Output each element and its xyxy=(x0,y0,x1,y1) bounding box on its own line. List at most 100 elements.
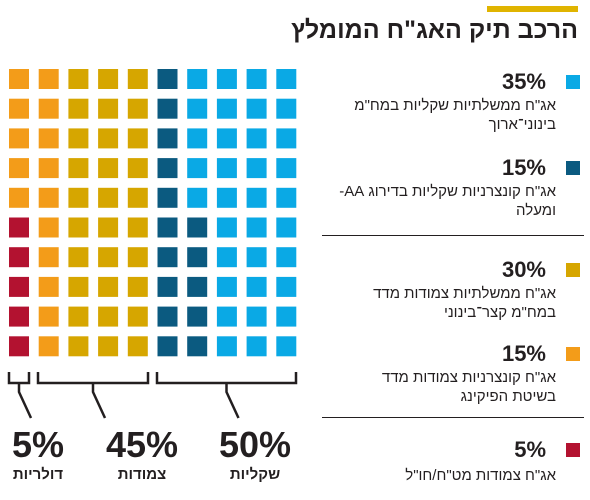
legend-percent: 15% xyxy=(501,155,546,180)
group-bracket xyxy=(7,372,33,419)
waffle-square xyxy=(127,98,148,119)
waffle-square xyxy=(187,217,208,238)
waffle-square xyxy=(276,306,297,327)
waffle-square xyxy=(216,306,237,327)
waffle-square xyxy=(9,98,29,119)
group-label-nominal: שקליות xyxy=(229,466,281,483)
waffle-square xyxy=(127,336,148,357)
waffle-square xyxy=(127,276,148,297)
waffle-square xyxy=(38,247,59,268)
waffle-square xyxy=(68,217,89,238)
waffle-square xyxy=(157,128,178,149)
waffle-square xyxy=(187,128,208,149)
page-title: הרכב תיק האג"ח המומלץ xyxy=(291,16,578,44)
legend-swatch xyxy=(566,75,580,89)
waffle-square xyxy=(216,217,237,238)
waffle-square xyxy=(98,69,119,89)
legend-percent: 35% xyxy=(501,69,546,94)
waffle-square xyxy=(127,187,148,208)
legend-text: אג"ח קונצרניות שקליות בדירוג AA- ומעלה xyxy=(339,183,556,219)
waffle-square xyxy=(157,187,178,208)
waffle-square xyxy=(276,217,297,238)
legend-percent: 30% xyxy=(501,257,546,282)
waffle-square xyxy=(246,217,267,238)
waffle-square xyxy=(9,276,29,297)
waffle-square xyxy=(98,158,119,179)
waffle-square xyxy=(98,128,119,149)
title-accent-bar xyxy=(487,6,578,12)
waffle-square xyxy=(38,98,59,119)
waffle-square xyxy=(216,158,237,179)
waffle-square xyxy=(187,187,208,208)
waffle-square xyxy=(38,128,59,149)
waffle-square xyxy=(98,336,119,357)
legend-text: אג"ח צמודות מט"ח/חו"ל xyxy=(405,467,556,484)
waffle-square xyxy=(276,336,297,357)
waffle-square xyxy=(216,187,237,208)
waffle-square xyxy=(9,306,29,327)
waffle-square xyxy=(246,158,267,179)
legend-percent: 15% xyxy=(501,341,546,366)
waffle-square xyxy=(38,336,59,357)
group-bracket xyxy=(155,372,298,419)
waffle-square xyxy=(276,276,297,297)
waffle-square xyxy=(127,306,148,327)
waffle-square xyxy=(68,128,89,149)
waffle-square xyxy=(68,158,89,179)
waffle-square xyxy=(9,158,29,179)
group-value-cpi: 45% xyxy=(105,424,179,465)
legend-swatch xyxy=(566,347,580,361)
group-bracket xyxy=(36,372,150,419)
waffle-square xyxy=(187,276,208,297)
waffle-square xyxy=(246,69,267,89)
waffle-square xyxy=(216,128,237,149)
waffle-square xyxy=(157,98,178,119)
waffle-square xyxy=(246,247,267,268)
legend-text: אג"ח קונצרניות צמודות מדד בשיטת הפיקינג xyxy=(381,369,556,405)
legend-swatch xyxy=(566,263,580,277)
waffle-square xyxy=(98,276,119,297)
waffle-square xyxy=(9,69,29,89)
waffle-square xyxy=(276,187,297,208)
waffle-square xyxy=(38,217,59,238)
waffle-square xyxy=(157,69,178,89)
waffle-square xyxy=(276,158,297,179)
legend-text: אג"ח ממשלתיות שקליות במח"מ בינוני־ארוך xyxy=(354,97,556,133)
waffle-square xyxy=(68,187,89,208)
waffle-square xyxy=(9,247,29,268)
waffle-square xyxy=(157,336,178,357)
waffle-square xyxy=(246,336,267,357)
group-value-dollar: 5% xyxy=(11,424,65,465)
waffle-square xyxy=(38,306,59,327)
waffle-square xyxy=(98,217,119,238)
waffle-square xyxy=(68,247,89,268)
legend-percent: 5% xyxy=(514,437,546,462)
legend-divider xyxy=(322,235,584,236)
waffle-square xyxy=(276,98,297,119)
group-label-dollar: דולריות xyxy=(12,466,64,483)
waffle-square xyxy=(127,158,148,179)
waffle-square xyxy=(68,69,89,89)
waffle-square xyxy=(276,247,297,268)
waffle-square xyxy=(127,247,148,268)
waffle-square xyxy=(187,306,208,327)
waffle-square xyxy=(9,217,29,238)
waffle-square xyxy=(246,98,267,119)
waffle-square xyxy=(38,69,59,89)
waffle-square xyxy=(157,276,178,297)
waffle-square xyxy=(246,128,267,149)
group-label-cpi: צמודות xyxy=(117,466,167,483)
waffle-square xyxy=(187,247,208,268)
waffle-square xyxy=(157,306,178,327)
waffle-square xyxy=(216,247,237,268)
waffle-square xyxy=(216,69,237,89)
waffle-square xyxy=(216,98,237,119)
waffle-square xyxy=(187,336,208,357)
waffle-square xyxy=(276,128,297,149)
waffle-square xyxy=(38,158,59,179)
waffle-square xyxy=(68,98,89,119)
waffle-square xyxy=(246,306,267,327)
legend-text: אג"ח ממשלתיות צמודות מדד במח"מ קצר־בינונ… xyxy=(373,285,556,321)
group-value-nominal: 50% xyxy=(218,424,292,465)
legend-divider xyxy=(322,417,584,418)
